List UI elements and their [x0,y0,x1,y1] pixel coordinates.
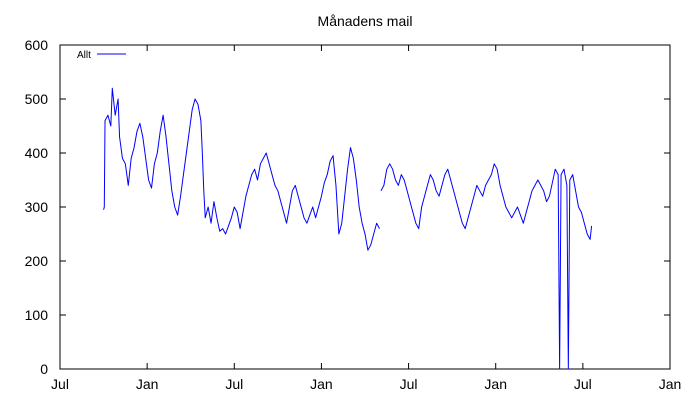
x-tick-label: Jan [659,376,682,392]
x-tick-label: Jul [51,376,69,392]
series-layer [103,87,593,370]
series-line-allt-segment-1 [380,163,593,370]
x-tick-label: Jul [225,376,243,392]
y-tick-label: 400 [25,145,49,161]
y-axis: 0 100 200 300 400 500 600 [25,37,670,377]
y-tick-label: 100 [25,307,49,323]
x-tick-label: Jul [400,376,418,392]
legend: Allt [77,50,126,61]
y-tick-label: 500 [25,91,49,107]
x-tick-label: Jan [310,376,333,392]
y-tick-label: 0 [40,361,48,377]
x-tick-label: Jul [574,376,592,392]
x-tick-label: Jan [136,376,159,392]
legend-label-allt: Allt [77,50,91,61]
x-axis: Jul Jan Jul Jan Jul Jan Jul Jan [51,45,681,392]
series-line-allt-segment-0 [103,87,380,251]
x-tick-label: Jan [484,376,507,392]
y-tick-label: 300 [25,199,49,215]
chart-title: Månadens mail [318,13,413,29]
y-tick-label: 600 [25,37,49,53]
y-tick-label: 200 [25,253,49,269]
